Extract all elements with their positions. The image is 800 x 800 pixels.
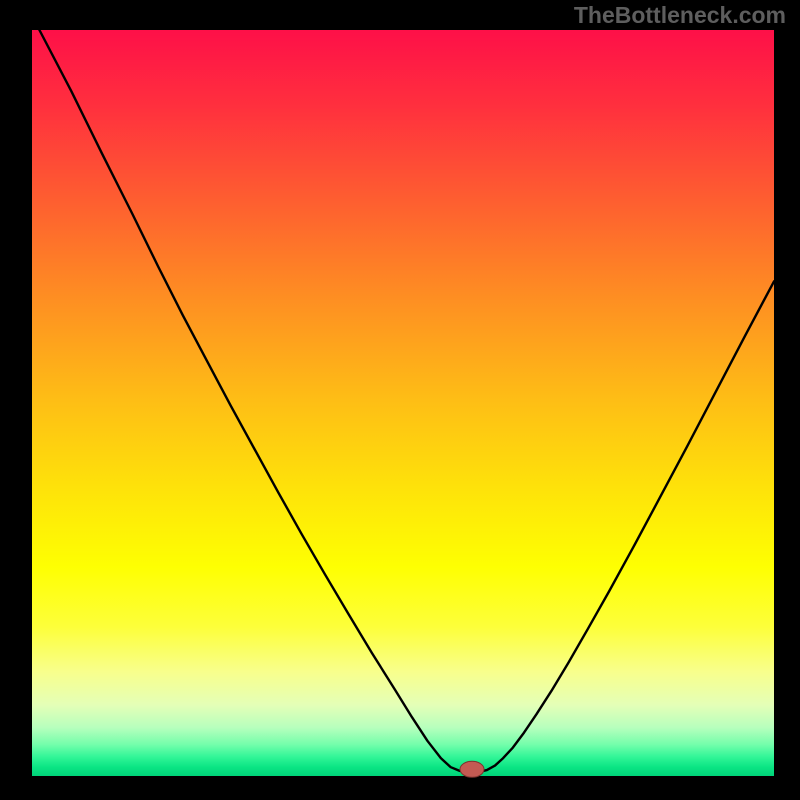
optimal-point-marker: [460, 761, 484, 777]
gradient-background: [32, 30, 774, 776]
watermark-text: TheBottleneck.com: [574, 2, 786, 29]
plot-svg: [0, 0, 800, 800]
bottleneck-chart: TheBottleneck.com: [0, 0, 800, 800]
